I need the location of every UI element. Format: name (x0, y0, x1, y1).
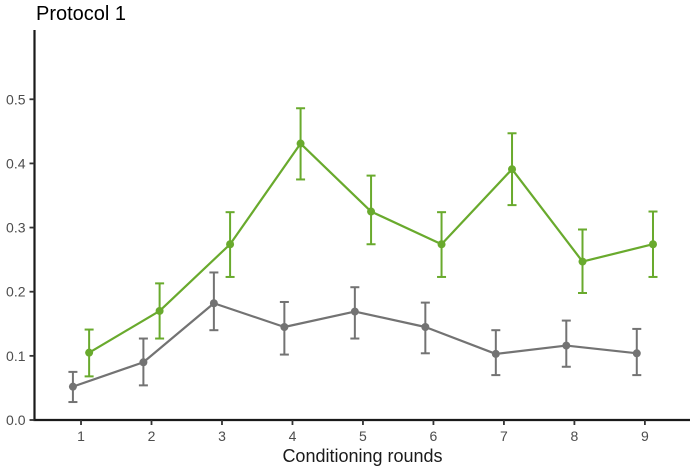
green-series-point (226, 240, 235, 249)
green-series-point (85, 348, 94, 357)
gray-series-point (491, 349, 500, 358)
green-series-point (296, 139, 305, 148)
x-tick-label: 9 (641, 428, 649, 444)
gray-series-point (421, 322, 430, 331)
gray-series-point (562, 341, 571, 350)
x-tick-label: 4 (289, 428, 297, 444)
green-series-point (648, 240, 657, 249)
x-tick-label: 1 (77, 428, 85, 444)
gray-series-point (632, 349, 641, 358)
x-tick-label: 3 (218, 428, 226, 444)
green-series-point (367, 207, 376, 216)
green-series-point (437, 240, 446, 249)
y-tick-label: 0.5 (6, 91, 26, 107)
gray-series-point (209, 299, 218, 308)
green-series-point (578, 257, 587, 266)
y-tick-label: 0.1 (6, 348, 26, 364)
x-axis-title: Conditioning rounds (282, 446, 443, 466)
gray-series-point (350, 307, 359, 316)
y-tick-label: 0.4 (6, 155, 26, 171)
y-tick-label: 0.3 (6, 220, 26, 236)
x-tick-label: 2 (148, 428, 156, 444)
gray-series-point (280, 322, 289, 331)
y-tick-label: 0.2 (6, 284, 26, 300)
x-tick-label: 5 (359, 428, 367, 444)
x-tick-label: 7 (500, 428, 508, 444)
gray-series-point (68, 382, 77, 391)
chart-title: Protocol 1 (36, 3, 127, 25)
green-series-point (508, 165, 517, 174)
x-tick-label: 6 (430, 428, 438, 444)
gray-series-point (139, 358, 148, 367)
green-series-point (155, 306, 164, 315)
x-tick-label: 8 (571, 428, 579, 444)
y-tick-label: 0.0 (6, 412, 26, 428)
